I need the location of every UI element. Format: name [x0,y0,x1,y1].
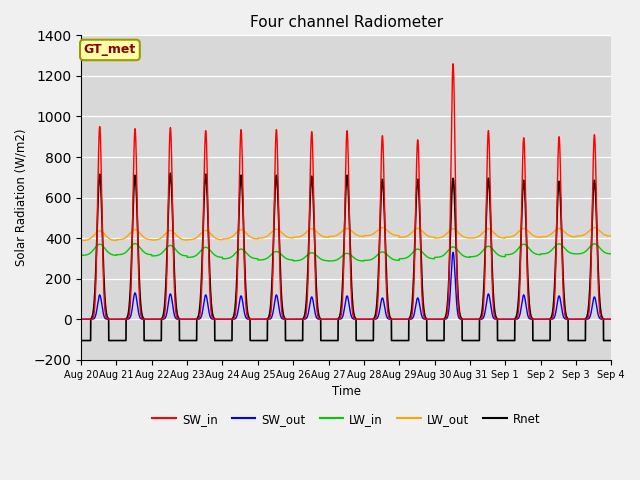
LW_out [495,234,502,240]
Line: SW_out: SW_out [81,252,611,319]
LW_in [191,253,198,259]
LW_in [185,254,193,260]
LW_in [419,250,427,256]
SW_in [607,316,615,322]
SW_out [276,309,284,314]
SW_in [185,316,193,322]
LW_in [324,258,332,264]
LW_out [605,233,613,239]
SW_out [607,316,615,322]
SW_in [449,61,457,67]
Rnet [77,337,85,343]
LW_in [77,252,85,258]
LW_out [77,238,85,243]
SW_out [495,316,502,322]
LW_in [607,251,615,257]
Rnet [276,248,284,254]
LW_out [378,225,386,230]
SW_in [77,316,85,322]
LW_in [495,252,502,258]
Rnet [191,337,198,343]
SW_out [605,316,613,322]
LW_out [607,233,615,239]
LW_out [419,229,427,235]
SW_in [276,254,284,260]
SW_in [605,316,613,322]
SW_out [191,316,198,322]
SW_in [495,316,502,322]
SW_out [77,316,85,322]
LW_out [185,237,193,242]
LW_in [276,250,284,256]
SW_in [191,316,198,322]
SW_out [419,315,427,321]
Text: GT_met: GT_met [84,44,136,57]
LW_in [605,251,613,257]
Rnet [607,337,615,343]
LW_in [131,241,139,247]
Line: Rnet: Rnet [81,173,611,340]
Rnet [495,337,502,343]
Y-axis label: Solar Radiation (W/m2): Solar Radiation (W/m2) [15,129,28,266]
LW_out [191,236,198,241]
Rnet [419,300,427,305]
SW_out [185,316,193,322]
LW_out [276,228,284,234]
Rnet [185,337,193,343]
Line: LW_in: LW_in [81,244,611,261]
Line: SW_in: SW_in [81,64,611,319]
SW_out [449,250,457,255]
Title: Four channel Radiometer: Four channel Radiometer [250,15,443,30]
Rnet [605,337,613,343]
Line: LW_out: LW_out [81,228,611,240]
Legend: SW_in, SW_out, LW_in, LW_out, Rnet: SW_in, SW_out, LW_in, LW_out, Rnet [147,408,545,431]
Rnet [166,170,174,176]
SW_in [419,309,427,315]
X-axis label: Time: Time [332,385,361,398]
